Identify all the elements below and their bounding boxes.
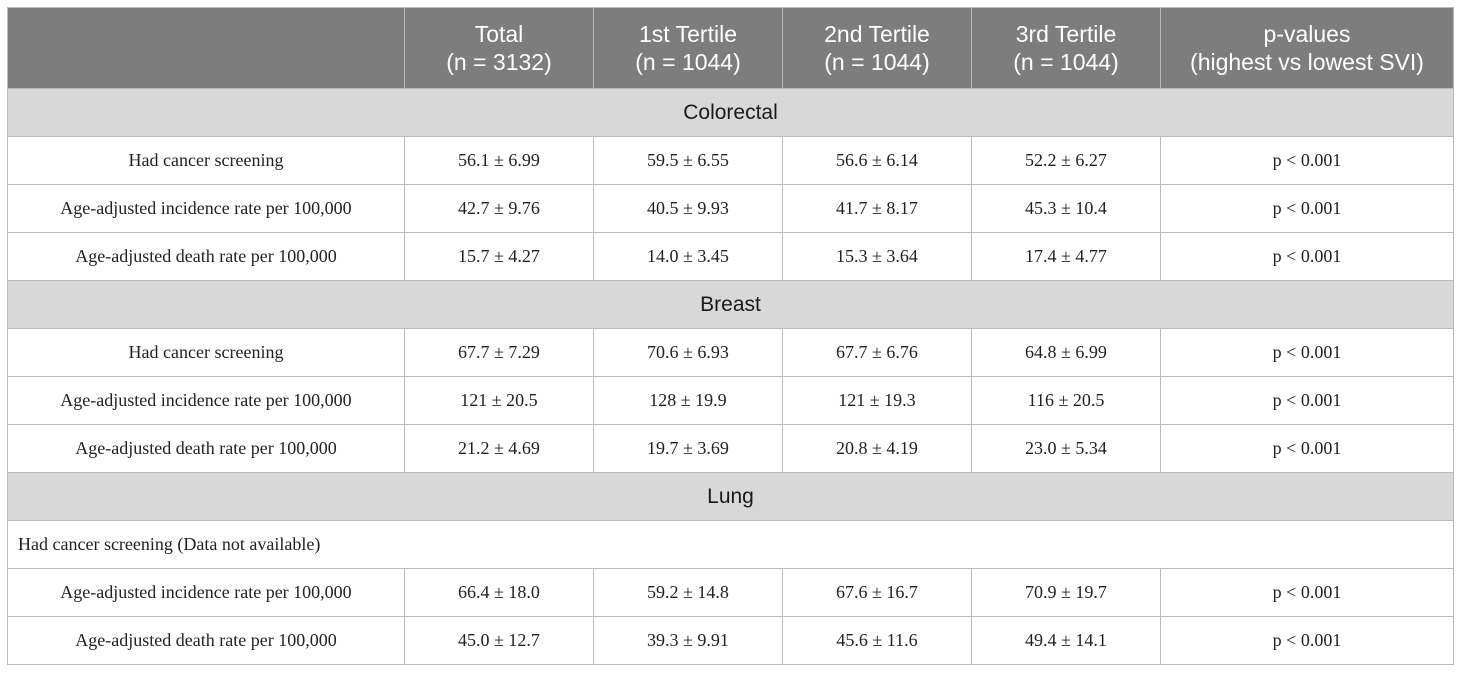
header-tertile-2: 2nd Tertile (n = 1044) — [782, 7, 972, 89]
table-row: Age-adjusted incidence rate per 100,000 … — [7, 184, 1454, 233]
cell-total: 66.4 ± 18.0 — [404, 568, 594, 617]
section-row-colorectal: Colorectal — [7, 88, 1454, 137]
cell-tertile-2: 67.6 ± 16.7 — [782, 568, 972, 617]
cell-tertile-3: 23.0 ± 5.34 — [971, 424, 1161, 473]
table-row: Had cancer screening 56.1 ± 6.99 59.5 ± … — [7, 136, 1454, 185]
cancer-svi-table: Total (n = 3132) 1st Tertile (n = 1044) … — [7, 7, 1454, 665]
cell-tertile-3: 70.9 ± 19.7 — [971, 568, 1161, 617]
cell-p-value: p < 0.001 — [1160, 184, 1454, 233]
cell-total: 15.7 ± 4.27 — [404, 232, 594, 281]
cell-tertile-1: 14.0 ± 3.45 — [593, 232, 783, 281]
header-tertile-2-label: 2nd Tertile — [824, 21, 930, 47]
cell-p-value: p < 0.001 — [1160, 424, 1454, 473]
section-title: Lung — [7, 472, 1454, 521]
cell-tertile-3: 116 ± 20.5 — [971, 376, 1161, 425]
row-label: Age-adjusted death rate per 100,000 — [7, 616, 405, 665]
section-title: Colorectal — [7, 88, 1454, 137]
cell-p-value: p < 0.001 — [1160, 328, 1454, 377]
section-row-lung: Lung — [7, 472, 1454, 521]
table-row: Age-adjusted death rate per 100,000 45.0… — [7, 616, 1454, 665]
header-tertile-1-n: (n = 1044) — [635, 49, 741, 75]
cell-tertile-1: 59.5 ± 6.55 — [593, 136, 783, 185]
header-p-values-sub: (highest vs lowest SVI) — [1190, 49, 1424, 75]
header-tertile-3: 3rd Tertile (n = 1044) — [971, 7, 1161, 89]
cell-total: 45.0 ± 12.7 — [404, 616, 594, 665]
cell-tertile-3: 17.4 ± 4.77 — [971, 232, 1161, 281]
header-blank-cell — [7, 7, 405, 89]
header-tertile-2-n: (n = 1044) — [824, 49, 930, 75]
cell-total: 42.7 ± 9.76 — [404, 184, 594, 233]
cell-tertile-1: 19.7 ± 3.69 — [593, 424, 783, 473]
cell-tertile-3: 52.2 ± 6.27 — [971, 136, 1161, 185]
cell-tertile-3: 45.3 ± 10.4 — [971, 184, 1161, 233]
header-p-values-label: p-values — [1263, 21, 1351, 47]
cell-tertile-1: 39.3 ± 9.91 — [593, 616, 783, 665]
cell-tertile-1: 128 ± 19.9 — [593, 376, 783, 425]
row-label: Had cancer screening — [7, 136, 405, 185]
cell-p-value: p < 0.001 — [1160, 376, 1454, 425]
table-row: Age-adjusted incidence rate per 100,000 … — [7, 568, 1454, 617]
header-total: Total (n = 3132) — [404, 7, 594, 89]
header-tertile-1: 1st Tertile (n = 1044) — [593, 7, 783, 89]
table-row: Had cancer screening 67.7 ± 7.29 70.6 ± … — [7, 328, 1454, 377]
row-note: Had cancer screening (Data not available… — [7, 520, 1454, 569]
cell-p-value: p < 0.001 — [1160, 232, 1454, 281]
cell-tertile-2: 56.6 ± 6.14 — [782, 136, 972, 185]
cell-total: 67.7 ± 7.29 — [404, 328, 594, 377]
header-total-n: (n = 3132) — [446, 49, 552, 75]
section-title: Breast — [7, 280, 1454, 329]
cell-tertile-1: 59.2 ± 14.8 — [593, 568, 783, 617]
header-row: Total (n = 3132) 1st Tertile (n = 1044) … — [7, 7, 1454, 89]
cell-p-value: p < 0.001 — [1160, 616, 1454, 665]
cell-tertile-2: 45.6 ± 11.6 — [782, 616, 972, 665]
table-row-note: Had cancer screening (Data not available… — [7, 520, 1454, 569]
cell-p-value: p < 0.001 — [1160, 136, 1454, 185]
cell-tertile-2: 20.8 ± 4.19 — [782, 424, 972, 473]
cell-tertile-2: 67.7 ± 6.76 — [782, 328, 972, 377]
table-row: Age-adjusted death rate per 100,000 15.7… — [7, 232, 1454, 281]
data-table-container: Total (n = 3132) 1st Tertile (n = 1044) … — [7, 7, 1454, 665]
row-label: Age-adjusted death rate per 100,000 — [7, 424, 405, 473]
header-total-label: Total — [474, 21, 524, 47]
row-label: Had cancer screening — [7, 328, 405, 377]
cell-tertile-1: 70.6 ± 6.93 — [593, 328, 783, 377]
cell-tertile-2: 41.7 ± 8.17 — [782, 184, 972, 233]
cell-tertile-3: 64.8 ± 6.99 — [971, 328, 1161, 377]
header-tertile-3-label: 3rd Tertile — [1015, 21, 1117, 47]
cell-total: 56.1 ± 6.99 — [404, 136, 594, 185]
cell-total: 21.2 ± 4.69 — [404, 424, 594, 473]
section-row-breast: Breast — [7, 280, 1454, 329]
cell-tertile-1: 40.5 ± 9.93 — [593, 184, 783, 233]
cell-tertile-2: 15.3 ± 3.64 — [782, 232, 972, 281]
cell-tertile-2: 121 ± 19.3 — [782, 376, 972, 425]
cell-p-value: p < 0.001 — [1160, 568, 1454, 617]
row-label: Age-adjusted incidence rate per 100,000 — [7, 568, 405, 617]
cell-total: 121 ± 20.5 — [404, 376, 594, 425]
header-tertile-3-n: (n = 1044) — [1013, 49, 1119, 75]
row-label: Age-adjusted incidence rate per 100,000 — [7, 184, 405, 233]
row-label: Age-adjusted incidence rate per 100,000 — [7, 376, 405, 425]
table-row: Age-adjusted death rate per 100,000 21.2… — [7, 424, 1454, 473]
header-p-values: p-values (highest vs lowest SVI) — [1160, 7, 1454, 89]
header-tertile-1-label: 1st Tertile — [638, 21, 737, 47]
row-label: Age-adjusted death rate per 100,000 — [7, 232, 405, 281]
cell-tertile-3: 49.4 ± 14.1 — [971, 616, 1161, 665]
table-row: Age-adjusted incidence rate per 100,000 … — [7, 376, 1454, 425]
